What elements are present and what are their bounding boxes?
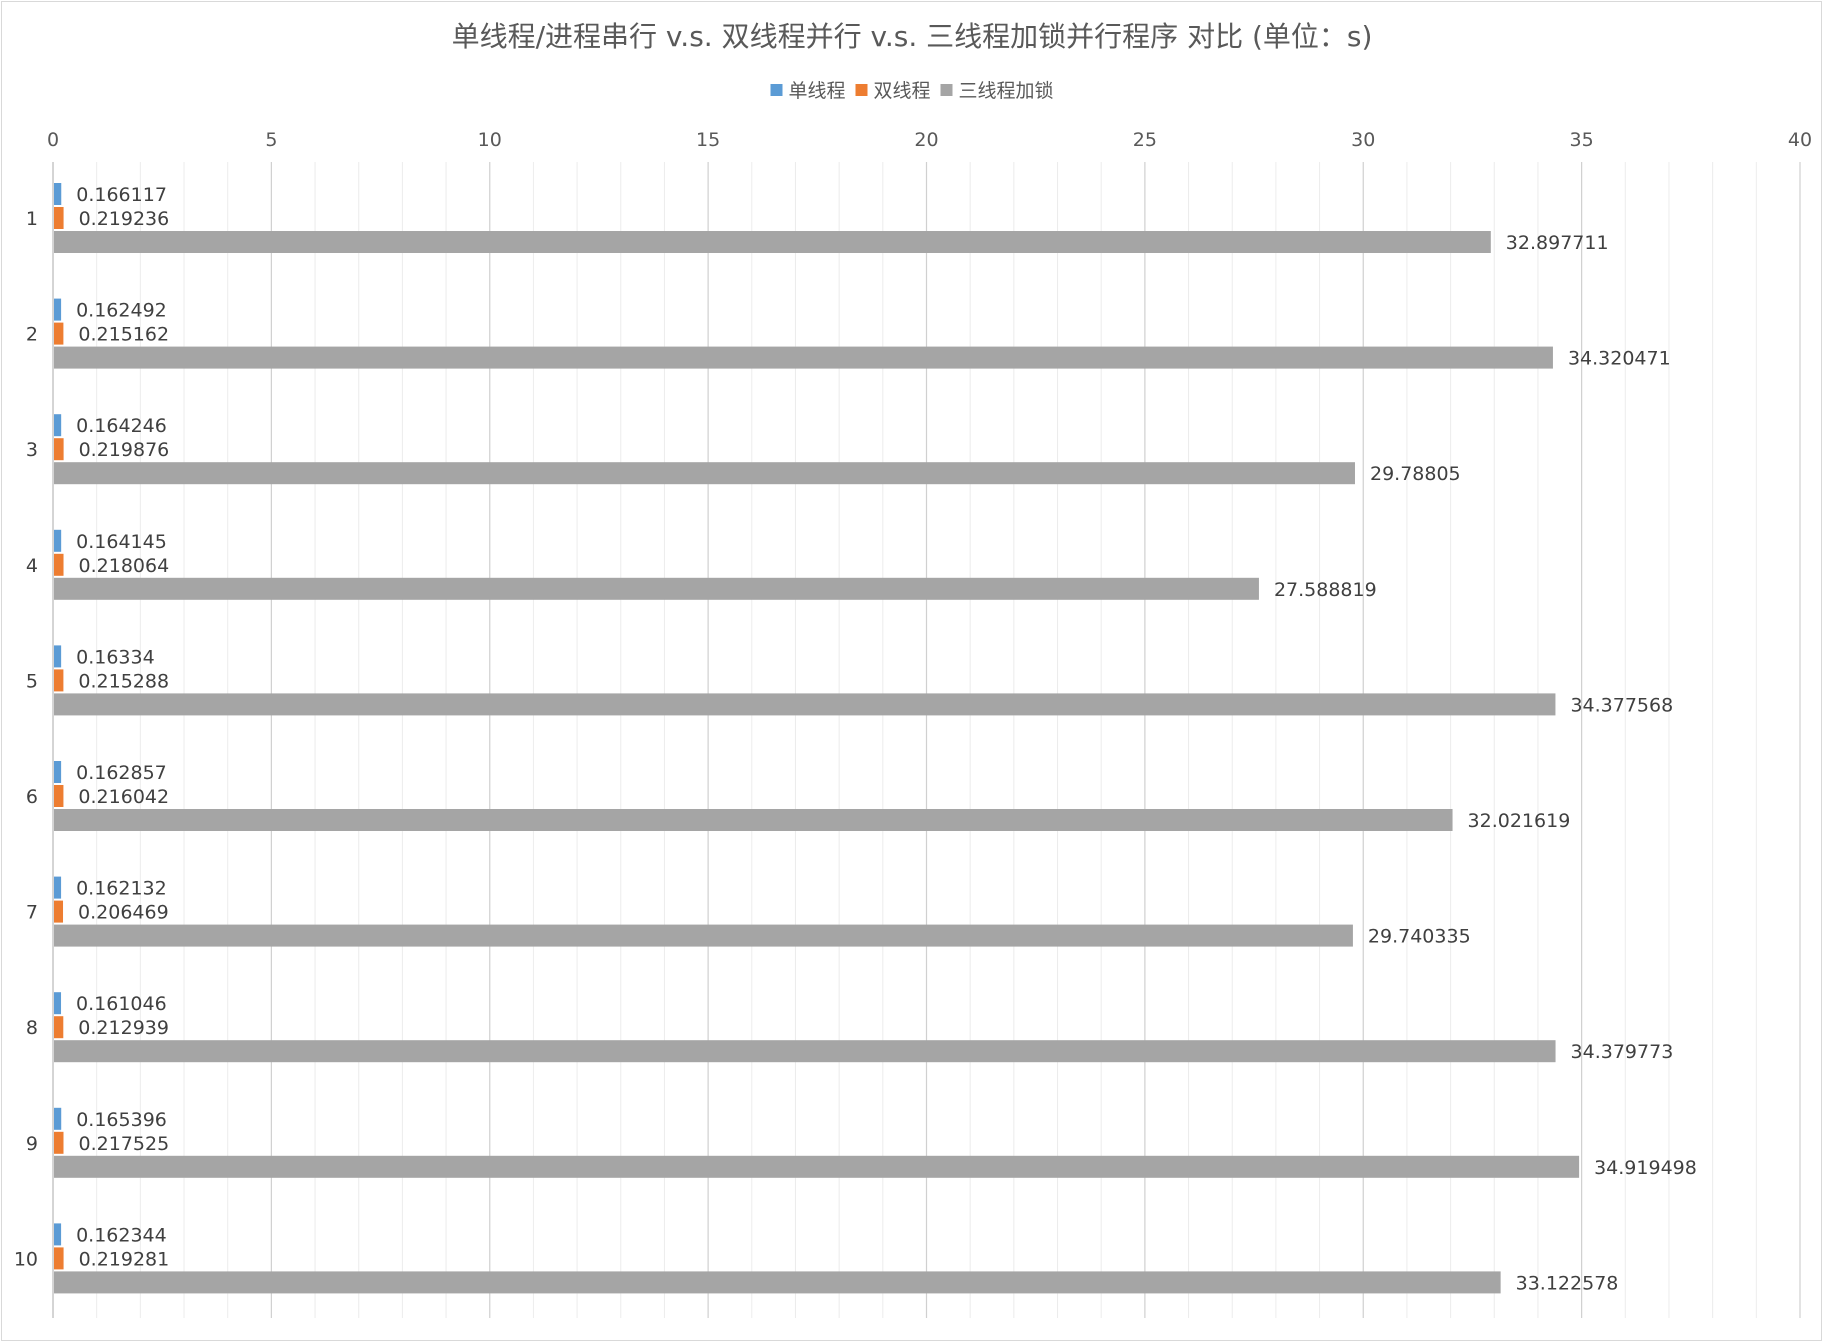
bar	[54, 645, 62, 668]
legend-swatch	[940, 84, 953, 96]
bar	[54, 346, 1553, 369]
bar	[54, 1155, 1580, 1178]
data-label: 0.206469	[78, 902, 169, 924]
x-tick-label: 5	[265, 129, 277, 151]
data-label: 0.218064	[79, 555, 170, 577]
category-label: 10	[14, 1248, 38, 1270]
data-label: 0.215288	[78, 670, 169, 692]
bar	[54, 669, 64, 692]
data-label: 29.740335	[1368, 926, 1471, 948]
data-label: 0.219281	[79, 1248, 170, 1270]
data-label: 0.215162	[78, 324, 169, 346]
x-tick-label: 40	[1788, 129, 1812, 151]
bar	[54, 1016, 64, 1039]
gridlines	[52, 162, 1801, 1318]
x-axis-ticks: 0 5 10 15 20 25 30 35 40	[47, 129, 1812, 151]
legend-swatch	[855, 84, 868, 96]
data-label: 0.164246	[76, 415, 167, 437]
bar	[54, 183, 62, 205]
legend: 单线程 双线程 三线程加锁	[770, 80, 1054, 102]
bar	[54, 231, 1491, 253]
data-label: 0.212939	[78, 1017, 169, 1039]
x-tick-label: 0	[47, 129, 59, 151]
category-label: 6	[26, 786, 38, 808]
legend-swatch	[770, 84, 783, 96]
bar	[54, 577, 1259, 600]
legend-label: 双线程	[874, 80, 931, 102]
category-label: 9	[26, 1133, 38, 1155]
bar	[54, 207, 64, 229]
data-label: 32.021619	[1468, 810, 1571, 832]
bar	[54, 1247, 64, 1270]
data-label: 27.588819	[1274, 579, 1377, 601]
bar	[54, 693, 1556, 716]
x-tick-label: 15	[696, 129, 720, 151]
data-label: 0.165396	[76, 1109, 167, 1131]
category-label: 3	[26, 439, 38, 461]
bar	[54, 1271, 1501, 1294]
category-label: 5	[26, 670, 38, 692]
bar	[54, 529, 62, 552]
bar	[54, 1131, 64, 1154]
category-label: 7	[26, 902, 38, 924]
y-axis-categories: 1 2 3 4 5 6 7 8 9 10	[14, 208, 38, 1270]
bars	[54, 183, 1580, 1294]
data-label: 0.162492	[76, 300, 167, 322]
bar	[54, 298, 62, 321]
x-tick-label: 35	[1570, 129, 1594, 151]
data-label: 0.219876	[79, 439, 170, 461]
category-label: 8	[26, 1017, 38, 1039]
data-label: 0.216042	[78, 786, 169, 808]
data-label: 32.897711	[1506, 232, 1609, 254]
bar	[54, 438, 64, 461]
data-label: 34.377568	[1570, 694, 1673, 716]
data-label: 0.16334	[76, 646, 155, 668]
data-label: 34.919498	[1594, 1157, 1697, 1179]
bar	[54, 992, 62, 1015]
bar	[54, 322, 64, 345]
bar	[54, 785, 64, 807]
data-label: 29.78805	[1370, 463, 1461, 485]
category-label: 4	[26, 555, 38, 577]
bar	[54, 1107, 62, 1130]
bar	[54, 876, 62, 899]
bar	[54, 553, 64, 576]
x-tick-label: 20	[914, 129, 938, 151]
data-label: 33.122578	[1516, 1272, 1619, 1294]
bar	[54, 809, 1453, 831]
data-label: 34.320471	[1568, 348, 1671, 370]
data-label: 0.162857	[76, 762, 167, 784]
bar	[54, 462, 1355, 485]
data-label: 0.162344	[76, 1224, 167, 1246]
chart-title: 单线程/进程串行 v.s. 双线程并行 v.s. 三线程加锁并行程序 对比 (单…	[452, 20, 1373, 53]
data-label: 0.161046	[76, 993, 167, 1015]
bar	[54, 1223, 62, 1246]
x-tick-label: 10	[478, 129, 502, 151]
category-label: 2	[26, 324, 38, 346]
legend-label: 三线程加锁	[959, 80, 1054, 102]
category-label: 1	[26, 208, 38, 230]
data-label: 0.219236	[79, 208, 170, 230]
bar	[54, 900, 64, 923]
bar	[54, 1040, 1556, 1063]
data-label: 34.379773	[1571, 1041, 1674, 1063]
data-label: 0.217525	[79, 1133, 170, 1155]
data-label: 0.162132	[76, 878, 167, 900]
data-label: 0.166117	[76, 184, 167, 206]
legend-label: 单线程	[789, 80, 846, 102]
data-label: 0.164145	[76, 531, 167, 553]
x-tick-label: 30	[1351, 129, 1375, 151]
bar	[54, 761, 62, 783]
bar	[54, 924, 1353, 947]
bar	[54, 414, 62, 437]
x-tick-label: 25	[1133, 129, 1157, 151]
